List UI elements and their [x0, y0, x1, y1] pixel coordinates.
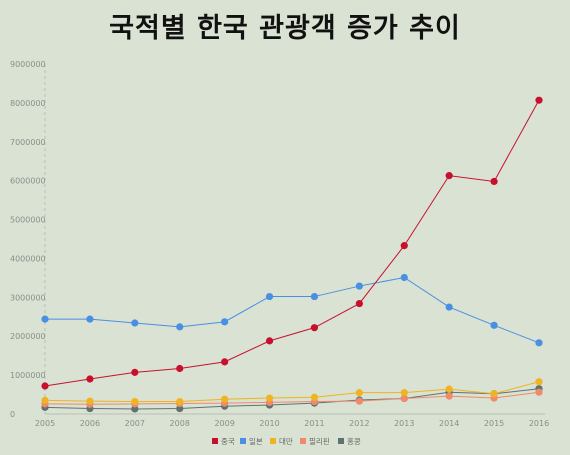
- data-point: [400, 389, 408, 397]
- data-point: [86, 397, 94, 405]
- legend-label: 필리핀: [309, 436, 330, 446]
- data-point: [445, 385, 453, 393]
- legend-label: 중국: [221, 437, 235, 446]
- data-point: [535, 339, 543, 347]
- legend-swatch: [338, 438, 344, 444]
- data-point: [400, 242, 408, 250]
- data-point: [176, 397, 184, 406]
- x-tick-label: 2010: [259, 419, 279, 428]
- data-point: [221, 395, 229, 403]
- data-point: [445, 303, 453, 311]
- data-point: [221, 358, 229, 366]
- data-point: [265, 292, 274, 301]
- x-tick-label: 2005: [35, 419, 55, 428]
- y-tick-label: 4000000: [10, 254, 46, 263]
- data-point: [310, 292, 319, 301]
- data-point: [41, 396, 49, 404]
- y-tick-label: 5000000: [10, 216, 46, 225]
- data-point: [535, 378, 543, 386]
- legend-swatch: [212, 438, 218, 444]
- data-point: [86, 315, 94, 323]
- data-point: [355, 389, 363, 397]
- x-tick-label: 2006: [80, 419, 100, 428]
- y-tick-label: 8000000: [10, 99, 46, 108]
- x-tick-label: 2015: [484, 419, 504, 428]
- x-tick-label: 2012: [349, 419, 369, 428]
- data-point: [490, 321, 498, 329]
- y-tick-label: 0: [10, 410, 15, 419]
- y-tick-label: 9000000: [10, 60, 46, 69]
- series-line-1: [44, 99, 540, 387]
- data-point: [176, 364, 184, 373]
- data-point: [310, 324, 319, 332]
- data-point: [131, 405, 139, 413]
- data-point: [41, 382, 49, 390]
- legend-swatch: [300, 438, 306, 444]
- data-point: [221, 318, 229, 326]
- legend-swatch: [240, 438, 246, 444]
- data-point: [355, 282, 363, 290]
- data-point: [176, 404, 184, 413]
- data-point: [535, 96, 543, 104]
- x-tick-label: 2009: [214, 419, 234, 428]
- x-tick-label: 2014: [439, 419, 459, 428]
- data-point: [400, 273, 408, 282]
- x-tick-label: 2011: [304, 419, 324, 428]
- data-point: [131, 397, 139, 406]
- legend-label: 대만: [279, 437, 293, 446]
- data-point: [265, 394, 274, 402]
- x-tick-label: 2007: [125, 419, 145, 428]
- x-tick-label: 2016: [529, 419, 549, 428]
- series-line-5: [44, 388, 540, 410]
- data-point: [265, 337, 274, 345]
- data-point: [41, 315, 49, 323]
- data-point: [355, 299, 363, 308]
- y-tick-label: 7000000: [10, 138, 46, 147]
- data-point: [310, 393, 319, 401]
- x-tick-label: 2008: [170, 419, 190, 428]
- data-point: [131, 319, 139, 327]
- chart-title: 국적별 한국 관광객 증가 추이: [109, 13, 461, 44]
- data-point: [535, 388, 543, 396]
- data-point: [176, 323, 184, 331]
- data-point: [400, 394, 408, 403]
- y-tick-label: 1000000: [10, 371, 46, 380]
- data-point: [86, 375, 94, 383]
- data-point: [490, 390, 498, 398]
- series-line-3: [44, 381, 540, 403]
- data-point: [445, 172, 453, 180]
- y-tick-label: 3000000: [10, 293, 46, 302]
- data-point: [445, 392, 453, 400]
- data-point: [355, 397, 363, 405]
- legend-label: 일본: [249, 437, 263, 446]
- y-tick-label: 2000000: [10, 332, 46, 341]
- y-tick-label: 6000000: [10, 177, 46, 186]
- x-tick-label: 2013: [394, 419, 414, 428]
- legend-label: 홍콩: [347, 436, 361, 446]
- legend-swatch: [270, 438, 276, 444]
- series-line-2: [45, 276, 540, 344]
- data-point: [131, 368, 139, 376]
- data-point: [490, 177, 498, 186]
- series-line-4: [44, 391, 540, 405]
